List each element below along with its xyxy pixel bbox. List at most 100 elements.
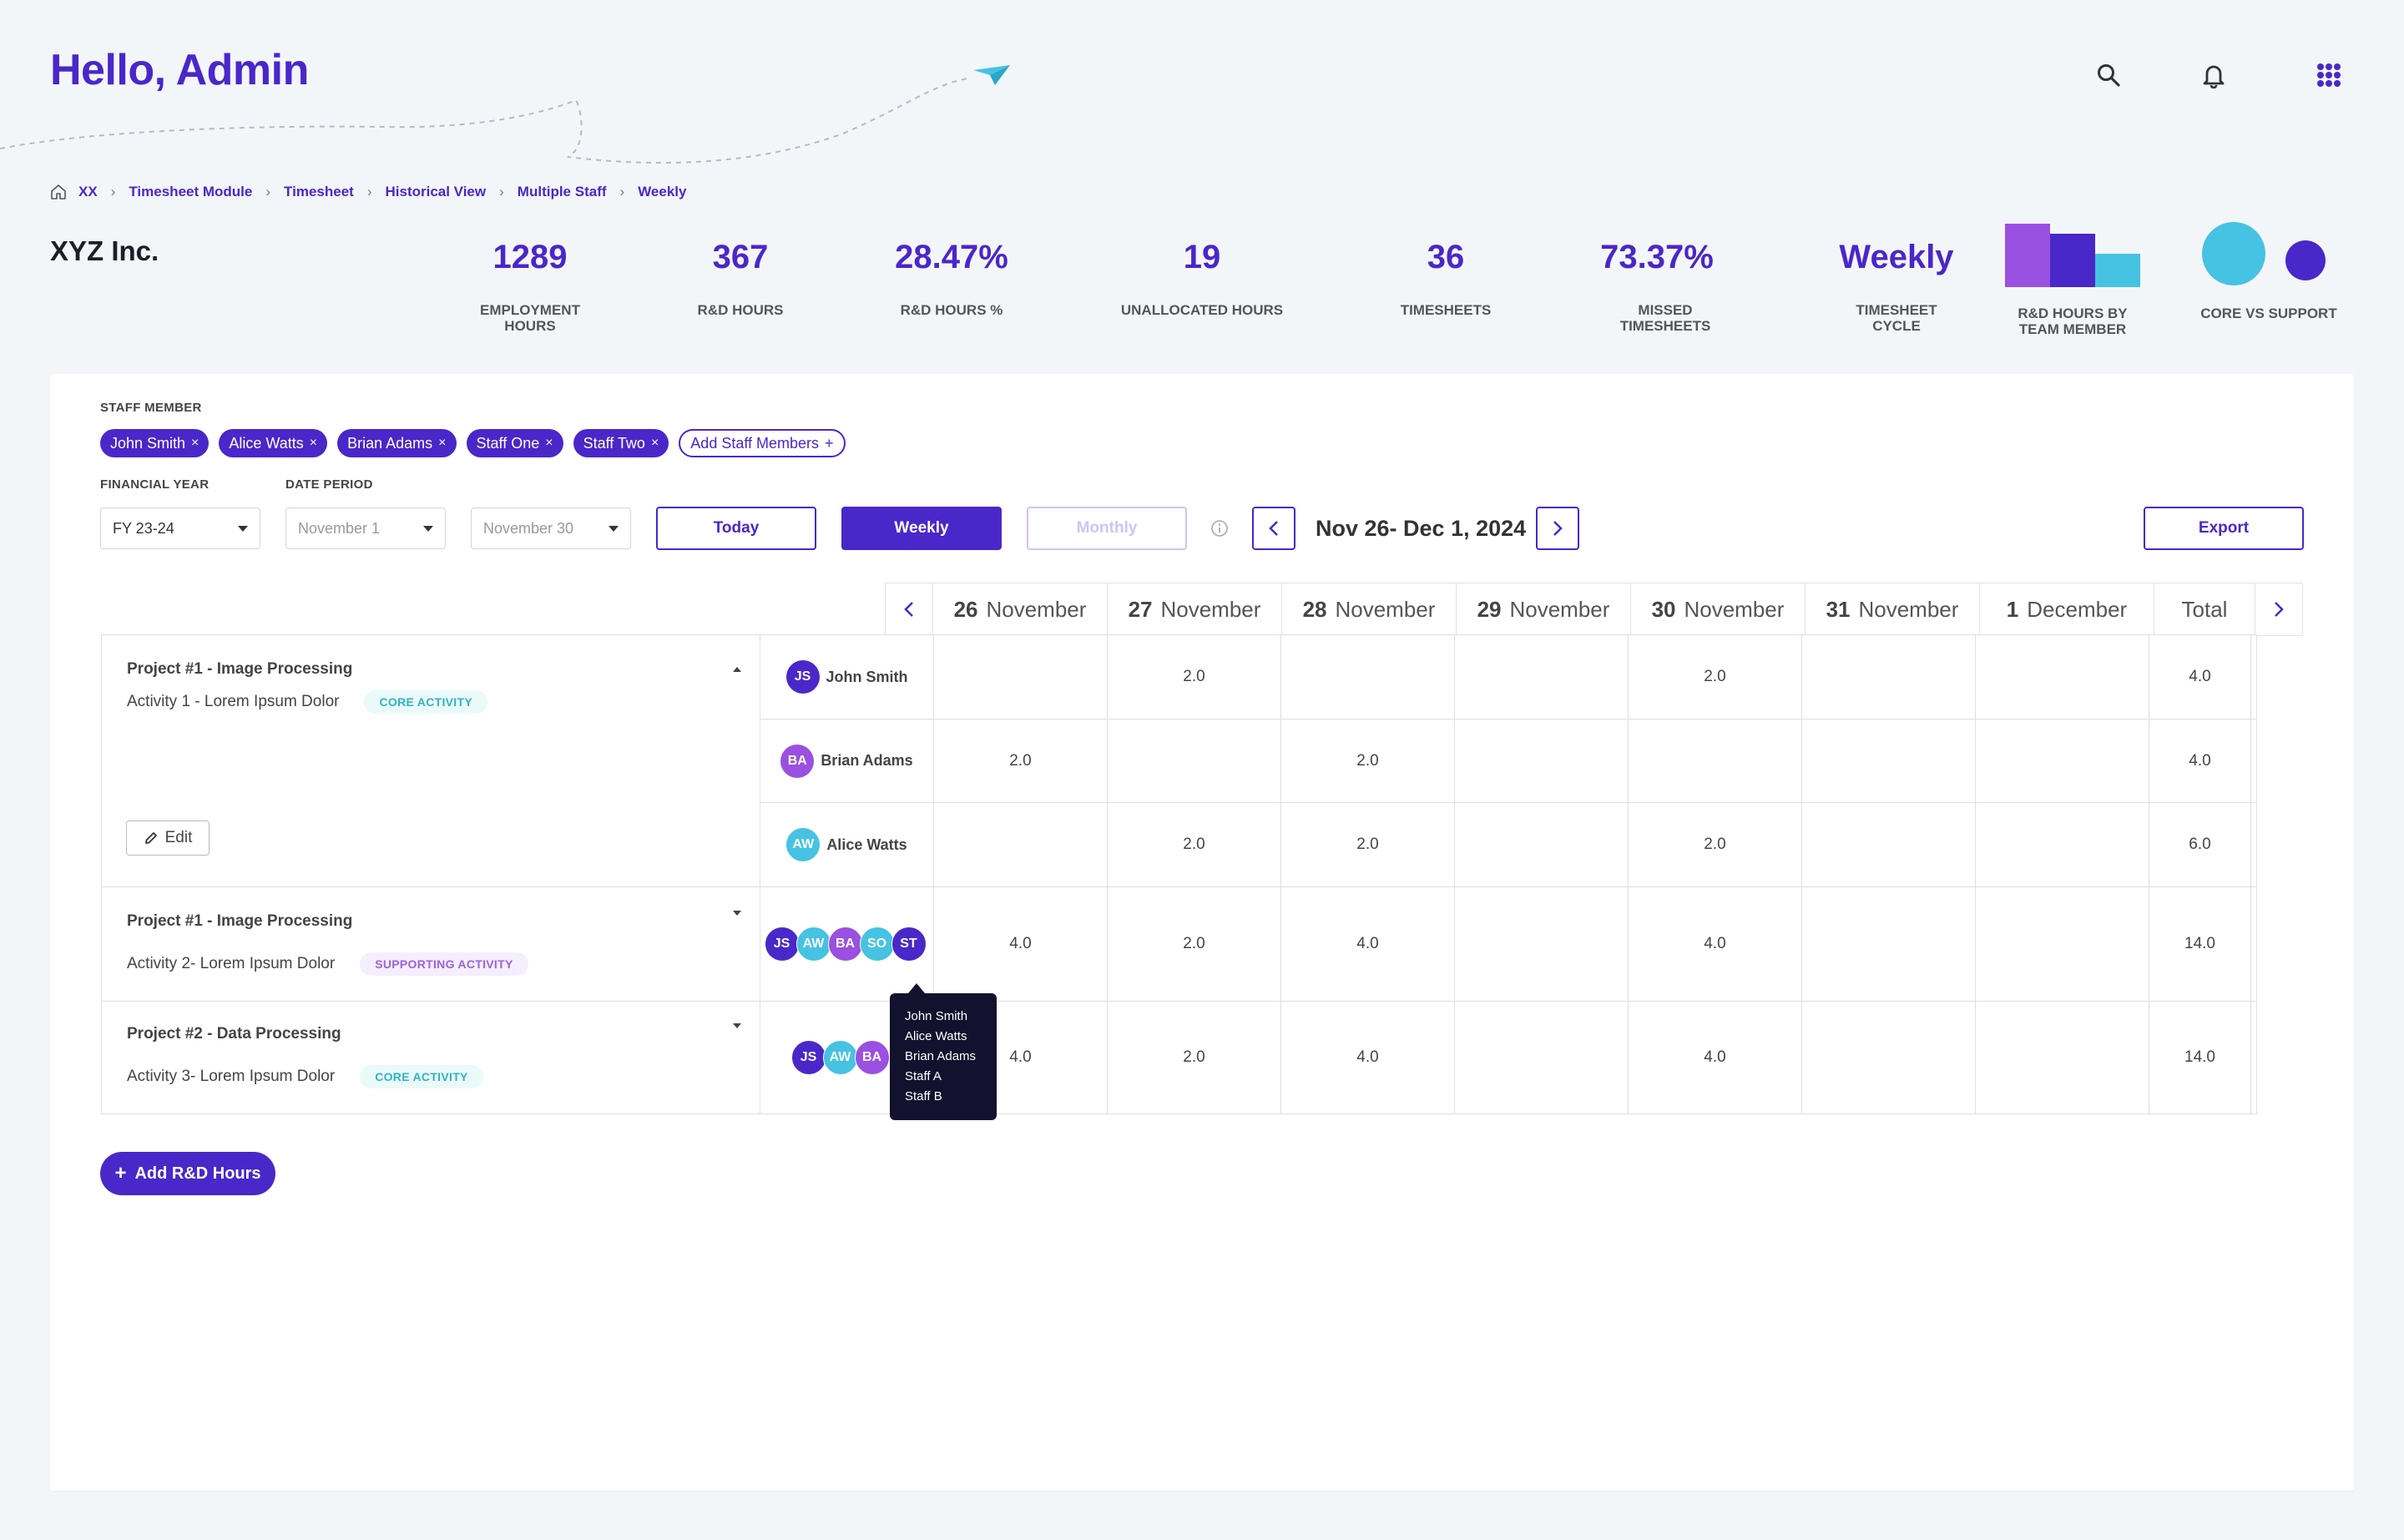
hours-cell[interactable]: 2.0	[1281, 803, 1455, 886]
dates-prev-button[interactable]	[886, 583, 932, 635]
hours-cell[interactable]	[1108, 720, 1281, 802]
activity-tag: SUPPORTING ACTIVITY	[360, 952, 528, 976]
breadcrumb-separator: ›	[366, 184, 372, 199]
activity-line: Activity 3- Lorem Ipsum Dolor CORE ACTIV…	[127, 1065, 483, 1088]
staff-avatars-cell[interactable]: JS AW BA SO ST	[760, 887, 934, 1001]
hours-cell[interactable]	[1802, 1002, 1976, 1113]
hours-cell[interactable]	[1629, 720, 1802, 802]
hours-cell[interactable]: 4.0	[1281, 1002, 1455, 1113]
period-from-select[interactable]: November 1	[285, 507, 446, 549]
date-column-header: 31 November	[1806, 583, 1980, 635]
date-column-header: 27 November	[1108, 583, 1282, 635]
remove-icon[interactable]: ×	[438, 436, 447, 450]
period-from-value: November 1	[298, 519, 381, 537]
hours-cell[interactable]: 2.0	[1629, 635, 1802, 719]
hours-cell[interactable]: 2.0	[1108, 887, 1281, 1001]
breadcrumb-item[interactable]: Weekly	[638, 184, 687, 199]
bell-icon[interactable]	[2190, 52, 2237, 98]
caret-down-icon	[423, 525, 433, 532]
hours-cell[interactable]: 2.0	[1108, 1002, 1281, 1113]
period-next-button[interactable]	[1536, 507, 1579, 550]
avatar: BA	[780, 744, 815, 778]
hours-cell[interactable]	[1976, 720, 2149, 802]
staff-chip[interactable]: Staff Two ×	[573, 429, 669, 457]
stat-label: R&D HOURS %	[900, 302, 1003, 318]
hours-cell[interactable]	[1802, 887, 1976, 1001]
hours-cell[interactable]	[1802, 803, 1976, 886]
hours-cell[interactable]	[1455, 635, 1629, 719]
hours-cell[interactable]	[1281, 635, 1455, 719]
avatar: ST	[891, 927, 927, 962]
staff-chip[interactable]: Staff One ×	[466, 429, 563, 457]
today-button[interactable]: Today	[656, 507, 816, 550]
expand-icon[interactable]	[733, 911, 741, 916]
remove-icon[interactable]: ×	[545, 436, 553, 450]
avatar-stack[interactable]: JS AW BA SO ST	[764, 927, 927, 962]
hours-cell[interactable]: 2.0	[1108, 635, 1281, 719]
info-icon[interactable]	[1210, 519, 1229, 542]
breadcrumb-item[interactable]: XX	[78, 184, 98, 199]
remove-icon[interactable]: ×	[309, 436, 318, 450]
hours-cell[interactable]: 2.0	[1629, 803, 1802, 886]
hours-cell[interactable]	[1455, 887, 1629, 1001]
date-day: 26	[953, 596, 978, 622]
hours-cell[interactable]: 4.0	[1629, 887, 1802, 1001]
hours-cell[interactable]: 4.0	[1281, 887, 1455, 1001]
member-bar	[2095, 254, 2140, 287]
remove-icon[interactable]: ×	[191, 436, 199, 450]
hours-cell[interactable]	[1455, 720, 1629, 802]
add-staff-members-button[interactable]: Add Staff Members +	[679, 429, 846, 457]
hours-cell[interactable]	[1976, 635, 2149, 719]
financial-year-select[interactable]: FY 23-24	[100, 507, 260, 549]
breadcrumb-item[interactable]: Timesheet Module	[129, 184, 253, 199]
edit-button[interactable]: Edit	[126, 820, 210, 856]
breadcrumb-separator: ›	[265, 184, 271, 199]
date-day: 1	[2006, 596, 2019, 622]
hours-cell[interactable]	[1455, 1002, 1629, 1113]
hours-cell[interactable]: 4.0	[934, 887, 1108, 1001]
core-vs-support-chart[interactable]	[2202, 220, 2327, 287]
hours-cell[interactable]: 2.0	[1108, 803, 1281, 886]
dates-next-button[interactable]	[2255, 583, 2302, 635]
staff-chip[interactable]: John Smith ×	[100, 429, 210, 457]
activity-name: Activity 1 - Lorem Ipsum Dolor	[127, 693, 340, 710]
hours-cell[interactable]: 4.0	[934, 1002, 1108, 1113]
hours-cell[interactable]	[1976, 887, 2149, 1001]
hours-cell[interactable]	[1802, 720, 1976, 802]
expand-icon[interactable]	[733, 1023, 741, 1028]
hours-cell[interactable]	[1802, 635, 1976, 719]
weekly-button[interactable]: Weekly	[841, 507, 1002, 550]
hours-cell[interactable]	[934, 803, 1108, 886]
hours-cell[interactable]	[1976, 1002, 2149, 1113]
hours-cell[interactable]: 4.0	[1629, 1002, 1802, 1113]
date-month: November	[1684, 596, 1785, 622]
staff-chip[interactable]: Alice Watts ×	[219, 429, 328, 457]
export-button[interactable]: Export	[2144, 507, 2304, 550]
remove-icon[interactable]: ×	[650, 436, 659, 450]
stat-label: UNALLOCATED HOURS	[1120, 302, 1284, 318]
hours-cell[interactable]	[1976, 803, 2149, 886]
hours-cell[interactable]	[934, 635, 1108, 719]
breadcrumb-item[interactable]: Multiple Staff	[517, 184, 607, 199]
member-bar	[2005, 224, 2050, 287]
hours-cell[interactable]: 2.0	[934, 720, 1108, 802]
project-activity-cell: Project #1 - Image Processing Activity 1…	[102, 635, 760, 887]
avatar: BA	[827, 927, 863, 962]
collapse-icon[interactable]	[733, 667, 741, 672]
period-prev-button[interactable]	[1252, 507, 1295, 550]
home-icon[interactable]	[50, 184, 67, 200]
rd-hours-by-member-chart[interactable]	[2003, 222, 2142, 287]
staff-chip[interactable]: Brian Adams ×	[337, 429, 457, 457]
hours-cell[interactable]: 2.0	[1281, 720, 1455, 802]
hours-cell[interactable]	[1455, 803, 1629, 886]
financial-year-value: FY 23-24	[113, 519, 174, 537]
add-rd-hours-button[interactable]: + Add R&D Hours	[100, 1152, 275, 1195]
stat-missed-timesheets: 73.37% MISSED TIMESHEETS	[1561, 234, 1753, 334]
avatar-stack[interactable]: JS AW BA	[790, 1040, 890, 1075]
breadcrumb-item[interactable]: Timesheet	[284, 184, 354, 199]
apps-grid-icon[interactable]	[2306, 52, 2352, 98]
monthly-button[interactable]: Monthly	[1027, 507, 1187, 550]
breadcrumb-item[interactable]: Historical View	[385, 184, 487, 199]
search-icon[interactable]	[2085, 52, 2132, 98]
period-to-select[interactable]: November 30	[471, 507, 631, 549]
